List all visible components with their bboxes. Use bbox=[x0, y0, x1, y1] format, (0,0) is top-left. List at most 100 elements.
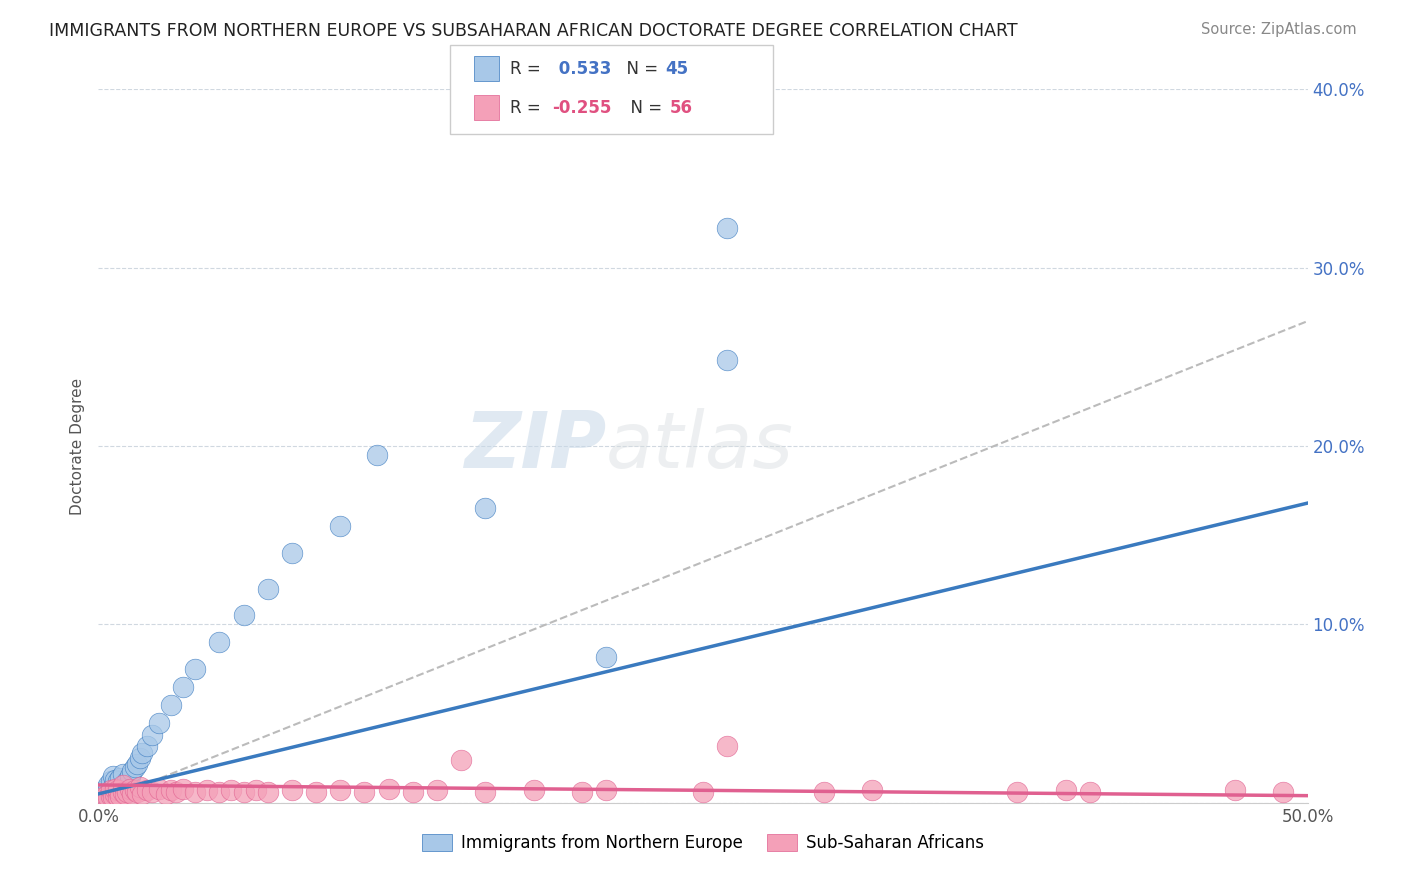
Point bbox=[281, 546, 304, 560]
Point bbox=[108, 783, 131, 797]
Point bbox=[184, 662, 207, 676]
Point bbox=[305, 785, 328, 799]
Text: R =: R = bbox=[510, 60, 547, 78]
Point bbox=[256, 785, 278, 799]
Text: N =: N = bbox=[616, 60, 664, 78]
Point bbox=[104, 781, 127, 796]
Point bbox=[97, 778, 120, 792]
Point bbox=[97, 787, 120, 801]
Point bbox=[111, 778, 134, 792]
Point bbox=[1054, 783, 1077, 797]
Point bbox=[114, 787, 136, 801]
Point bbox=[91, 790, 114, 805]
Text: ZIP: ZIP bbox=[464, 408, 606, 484]
Point bbox=[100, 789, 122, 803]
Text: atlas: atlas bbox=[606, 408, 794, 484]
Point bbox=[111, 785, 134, 799]
Point bbox=[160, 783, 183, 797]
Point bbox=[716, 353, 738, 368]
Point bbox=[108, 771, 131, 785]
Point bbox=[101, 769, 124, 783]
Legend: Immigrants from Northern Europe, Sub-Saharan Africans: Immigrants from Northern Europe, Sub-Sah… bbox=[416, 827, 990, 859]
Point bbox=[100, 783, 122, 797]
Point bbox=[208, 785, 231, 799]
Point bbox=[91, 787, 114, 801]
Point bbox=[1272, 785, 1295, 799]
Point bbox=[101, 790, 124, 805]
Point bbox=[523, 783, 546, 797]
Point bbox=[118, 769, 141, 783]
Point bbox=[366, 448, 388, 462]
Point bbox=[94, 789, 117, 803]
Point bbox=[124, 760, 146, 774]
Point bbox=[141, 728, 163, 742]
Point bbox=[595, 783, 617, 797]
Point bbox=[111, 778, 134, 792]
Point bbox=[281, 783, 304, 797]
Point bbox=[329, 783, 352, 797]
Point bbox=[571, 785, 593, 799]
Point bbox=[329, 519, 352, 533]
Point bbox=[124, 783, 146, 797]
Point bbox=[595, 649, 617, 664]
Point bbox=[184, 785, 207, 799]
Point bbox=[692, 785, 714, 799]
Point bbox=[111, 787, 134, 801]
Point bbox=[172, 680, 194, 694]
Text: R =: R = bbox=[510, 99, 547, 117]
Point bbox=[128, 780, 150, 794]
Point bbox=[232, 785, 254, 799]
Point bbox=[97, 790, 120, 805]
Point bbox=[121, 787, 143, 801]
Text: 45: 45 bbox=[665, 60, 688, 78]
Point bbox=[155, 787, 177, 801]
Point bbox=[127, 756, 149, 771]
Point bbox=[165, 785, 187, 799]
Point bbox=[107, 790, 129, 805]
Point bbox=[131, 787, 153, 801]
Point bbox=[221, 783, 243, 797]
Point bbox=[121, 764, 143, 778]
Point bbox=[232, 608, 254, 623]
Point bbox=[131, 746, 153, 760]
Point bbox=[160, 698, 183, 712]
Point bbox=[1078, 785, 1101, 799]
Point bbox=[426, 783, 449, 797]
Point bbox=[128, 751, 150, 765]
Point bbox=[141, 785, 163, 799]
Point bbox=[208, 635, 231, 649]
Point bbox=[111, 767, 134, 781]
Point bbox=[101, 787, 124, 801]
Point bbox=[100, 783, 122, 797]
Point bbox=[353, 785, 375, 799]
Point bbox=[104, 781, 127, 796]
Point bbox=[716, 739, 738, 753]
Point bbox=[716, 221, 738, 235]
Text: 0.533: 0.533 bbox=[553, 60, 612, 78]
Point bbox=[172, 781, 194, 796]
Point bbox=[1223, 783, 1246, 797]
Text: Source: ZipAtlas.com: Source: ZipAtlas.com bbox=[1201, 22, 1357, 37]
Point bbox=[135, 783, 157, 797]
Point bbox=[100, 790, 122, 805]
Point bbox=[813, 785, 835, 799]
Point bbox=[101, 780, 124, 794]
Point bbox=[474, 501, 496, 516]
Point bbox=[104, 787, 127, 801]
Point bbox=[148, 715, 170, 730]
Point bbox=[195, 783, 218, 797]
Point bbox=[148, 781, 170, 796]
Point bbox=[107, 785, 129, 799]
Point bbox=[127, 785, 149, 799]
Point bbox=[108, 789, 131, 803]
Point bbox=[135, 739, 157, 753]
Y-axis label: Doctorate Degree: Doctorate Degree bbox=[69, 377, 84, 515]
Text: N =: N = bbox=[620, 99, 668, 117]
Point bbox=[860, 783, 883, 797]
Point bbox=[450, 753, 472, 767]
Point bbox=[94, 781, 117, 796]
Point bbox=[256, 582, 278, 596]
Point bbox=[94, 787, 117, 801]
Text: 56: 56 bbox=[669, 99, 692, 117]
Point bbox=[1007, 785, 1029, 799]
